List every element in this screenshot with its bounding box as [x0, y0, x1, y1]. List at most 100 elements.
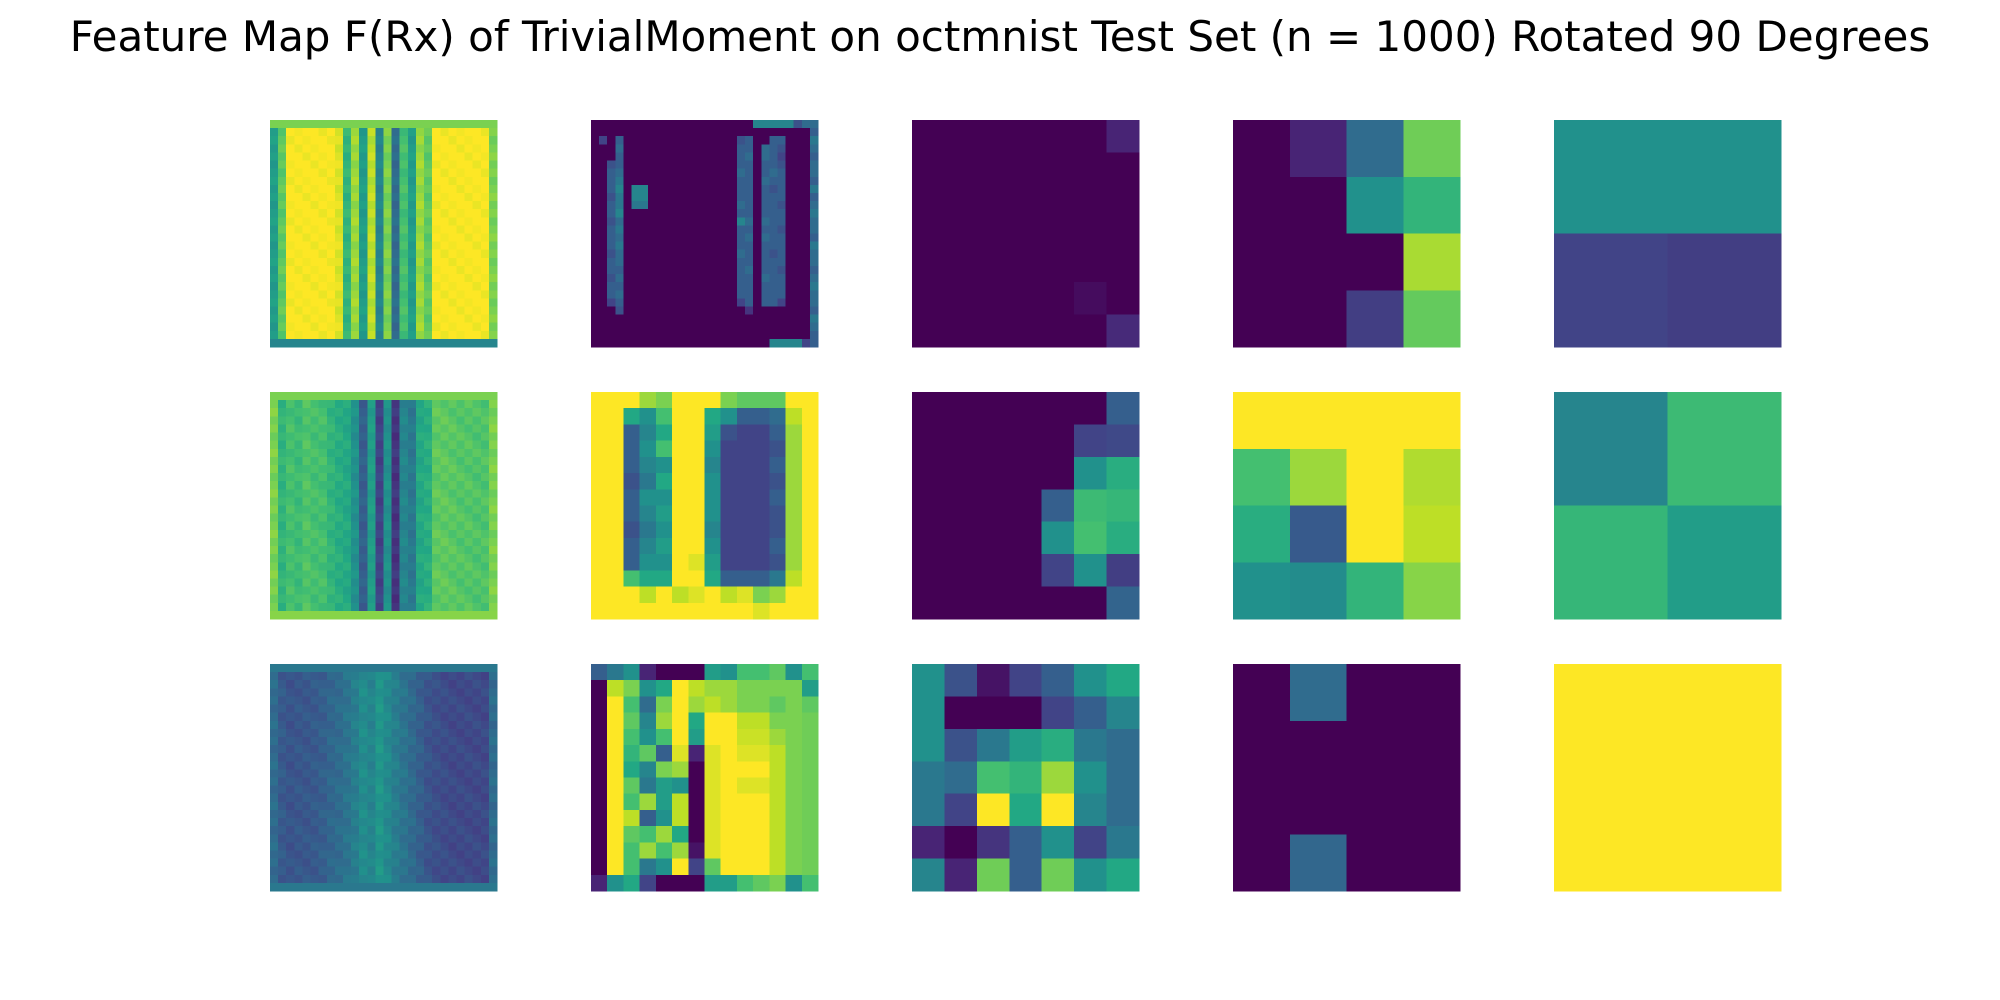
heatmap-cell [407, 456, 417, 466]
heatmap-cell [480, 672, 490, 681]
heatmap-cell [326, 217, 336, 226]
heatmap-cell [375, 152, 385, 162]
heatmap-cell [359, 136, 368, 145]
heatmap-cell [753, 745, 770, 762]
heatmap-cell [375, 456, 385, 466]
heatmap-cell [456, 416, 466, 426]
heatmap-cell [399, 529, 409, 539]
heatmap-cell [351, 456, 360, 466]
heatmap-cell [480, 416, 490, 426]
heatmap-cell [424, 265, 433, 275]
heatmap-cell [342, 793, 352, 803]
heatmap-cell [631, 176, 641, 186]
heatmap-cell [720, 440, 738, 458]
heatmap-cell [278, 225, 287, 235]
heatmap-cell [785, 298, 795, 308]
heatmap-cell [1289, 834, 1348, 892]
heatmap-cell [801, 424, 819, 442]
heatmap-cell [440, 160, 449, 170]
heatmap-cell [753, 322, 762, 332]
heatmap-cell [407, 473, 417, 482]
heatmap-cell [424, 152, 433, 162]
heatmap-cell [801, 537, 819, 555]
heatmap-cell [432, 322, 441, 332]
heatmap-cell [488, 537, 498, 547]
heatmap-cell [270, 233, 279, 243]
heatmap-cell [294, 392, 304, 401]
heatmap-cell [440, 777, 449, 787]
heatmap-cell [777, 249, 787, 259]
heatmap-cell [278, 400, 287, 409]
heatmap-cell [753, 209, 762, 218]
heatmap-cell [367, 408, 376, 417]
heatmap-cell [488, 842, 498, 852]
heatmap-cell [415, 720, 425, 730]
heatmap-cell [480, 874, 490, 884]
heatmap-cell [976, 184, 1010, 218]
heatmap-cell [310, 456, 320, 466]
heatmap-cell [415, 712, 425, 722]
heatmap-cell [472, 696, 482, 706]
heatmap-cell [424, 489, 433, 498]
heatmap-cell [736, 168, 746, 178]
heatmap-cell [976, 554, 1010, 588]
heatmap-cell [294, 842, 304, 852]
heatmap-cell [367, 761, 376, 770]
heatmap-cell [753, 136, 762, 145]
heatmap-cell [326, 489, 336, 498]
heatmap-cell [464, 233, 474, 243]
heatmap-cell [318, 408, 328, 417]
heatmap-cell [351, 720, 360, 730]
heatmap-cell [399, 120, 409, 129]
heatmap-cell [318, 257, 328, 267]
heatmap-cell [712, 120, 722, 129]
heatmap-cell [448, 233, 458, 243]
heatmap-cell [359, 400, 368, 409]
heatmap-cell [342, 537, 352, 547]
heatmap-cell [342, 416, 352, 426]
heatmap-cell [424, 416, 433, 426]
heatmap-cell [351, 184, 360, 194]
heatmap-cell [472, 160, 482, 170]
heatmap-cell [672, 168, 681, 178]
heatmap-cell [415, 338, 425, 348]
heatmap-cell [472, 217, 482, 226]
heatmap-cell [440, 249, 449, 259]
heatmap-cell [672, 440, 689, 458]
heatmap-cell [448, 570, 458, 580]
heatmap-cell [342, 184, 352, 194]
heatmap-cell [399, 464, 409, 474]
heatmap-cell [639, 144, 649, 154]
heatmap-cell [912, 120, 946, 154]
heatmap-cell [704, 274, 714, 283]
heatmap-cell [728, 306, 738, 316]
heatmap-cell [672, 144, 681, 154]
heatmap-cell [351, 785, 360, 795]
heatmap-cell [1009, 826, 1043, 860]
heatmap-cell [318, 217, 328, 226]
heatmap-cell [472, 537, 482, 547]
heatmap-cell [424, 586, 433, 596]
heatmap-cell [286, 274, 295, 283]
heatmap-cell [367, 192, 376, 202]
heatmap-cell [623, 120, 633, 129]
heatmap-cell [777, 168, 787, 178]
heatmap-cell [704, 160, 714, 170]
heatmap-cell [302, 874, 312, 884]
heatmap-cell [688, 777, 706, 795]
heatmap-cell [809, 314, 819, 324]
heatmap-cell [769, 330, 779, 340]
heatmap-cell [286, 440, 295, 450]
heatmap-cell [809, 298, 819, 308]
heatmap-cell [753, 440, 770, 458]
heatmap-cell [663, 128, 673, 137]
heatmap-cell [424, 664, 433, 673]
heatmap-cell [912, 858, 946, 892]
heatmap-cell [607, 338, 616, 348]
heatmap-cell [383, 505, 393, 515]
heatmap-cell [655, 809, 673, 827]
heatmap-cell [342, 233, 352, 243]
heatmap-cell [440, 416, 449, 426]
heatmap-cell [631, 322, 641, 332]
heatmap-cell [367, 826, 376, 835]
